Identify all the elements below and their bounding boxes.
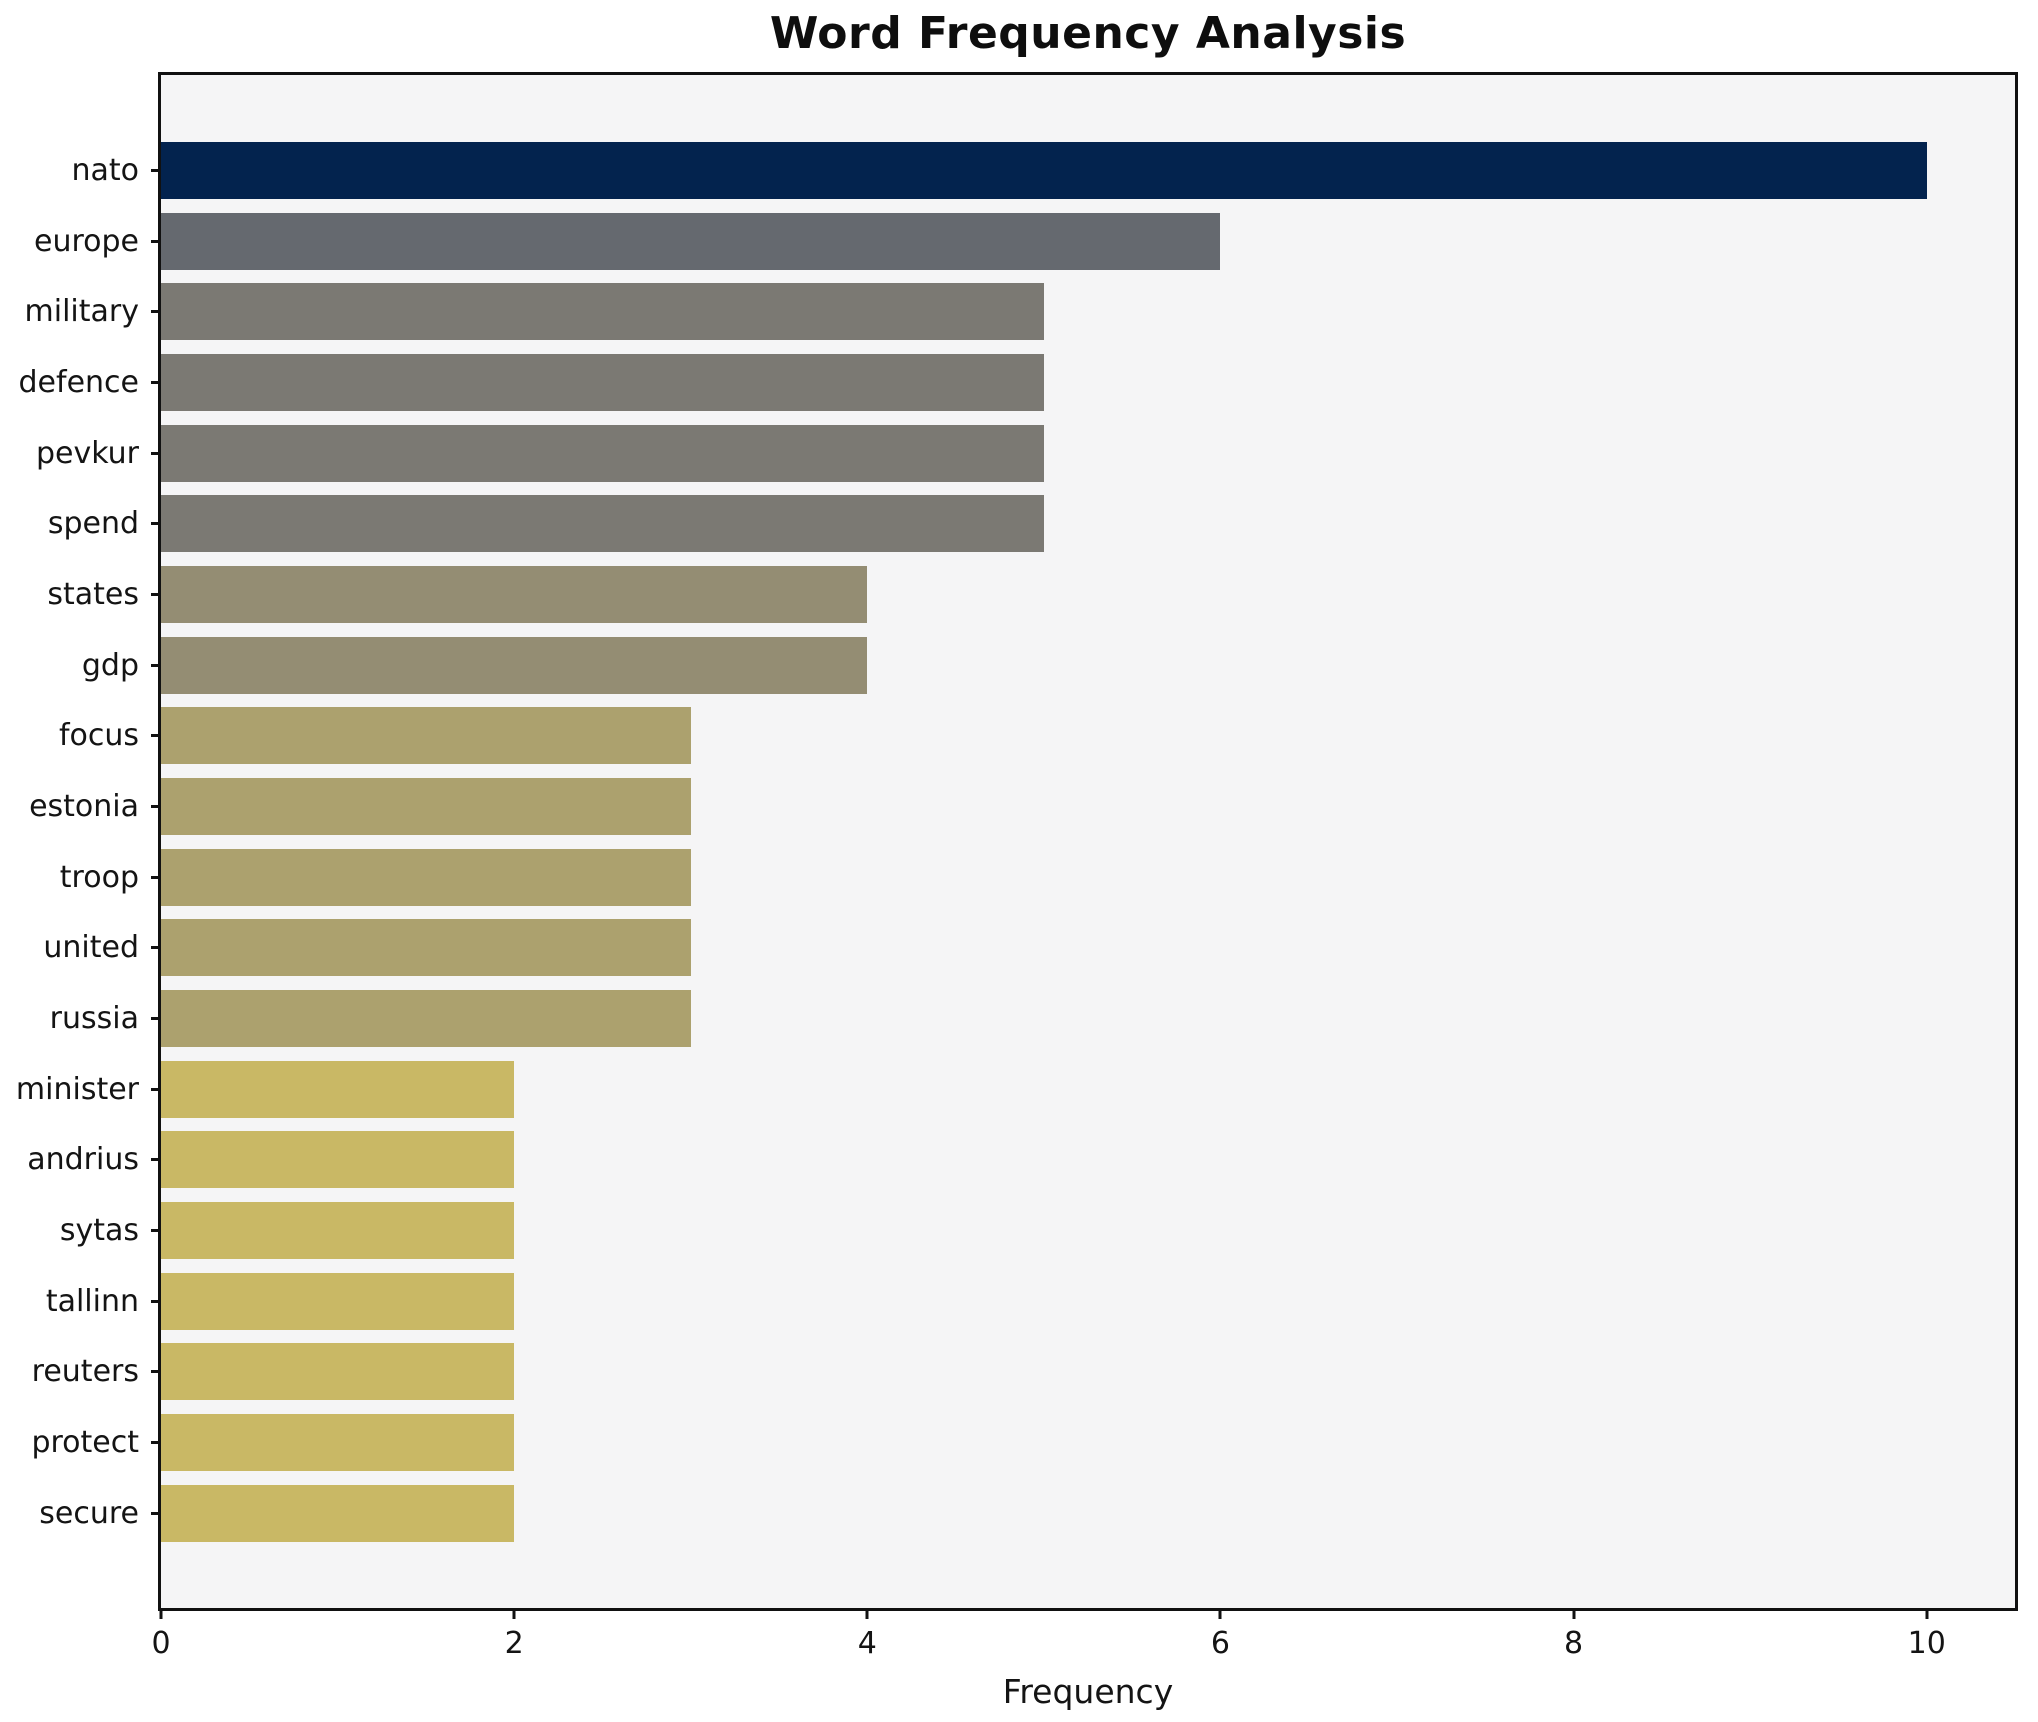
x-tick-mark bbox=[159, 1608, 163, 1619]
y-tick-label: andrius bbox=[27, 1142, 139, 1178]
x-tick-mark bbox=[1218, 1608, 1222, 1619]
y-tick-mark bbox=[151, 1016, 161, 1020]
x-tick-label: 6 bbox=[1210, 1626, 1230, 1661]
bar-reuters bbox=[161, 1343, 515, 1401]
bar-secure bbox=[161, 1484, 515, 1542]
y-tick-label: spend bbox=[47, 506, 139, 542]
bar-military bbox=[161, 283, 1044, 341]
y-tick-mark bbox=[151, 875, 161, 879]
x-tick-mark bbox=[1925, 1608, 1929, 1619]
bar-troop bbox=[161, 848, 691, 906]
bar-row: russia bbox=[50, 983, 2015, 1054]
x-tick-label: 0 bbox=[151, 1626, 171, 1661]
y-tick-mark bbox=[151, 451, 161, 455]
y-tick-label: minister bbox=[15, 1071, 139, 1107]
y-tick-mark bbox=[151, 522, 161, 526]
y-tick-label: states bbox=[47, 576, 139, 612]
y-tick-label: estonia bbox=[29, 788, 139, 824]
x-tick-mark bbox=[865, 1608, 869, 1619]
bar-estonia bbox=[161, 777, 691, 835]
y-tick-mark bbox=[151, 592, 161, 596]
y-tick-label: secure bbox=[39, 1495, 139, 1531]
bar-row: sytas bbox=[60, 1195, 2015, 1266]
y-tick-mark bbox=[151, 380, 161, 384]
y-tick-mark bbox=[151, 1087, 161, 1091]
bar-row: nato bbox=[71, 135, 2015, 206]
y-tick-label: reuters bbox=[31, 1354, 139, 1390]
bar-nato bbox=[161, 141, 1927, 199]
y-tick-mark bbox=[151, 168, 161, 172]
y-tick-mark bbox=[151, 804, 161, 808]
y-tick-label: nato bbox=[71, 152, 139, 188]
bar-row: secure bbox=[39, 1478, 2015, 1549]
y-tick-mark bbox=[151, 1228, 161, 1232]
bar-gdp bbox=[161, 636, 868, 694]
bar-minister bbox=[161, 1060, 515, 1118]
y-tick-mark bbox=[151, 310, 161, 314]
bar-pevkur bbox=[161, 424, 1044, 482]
bar-defence bbox=[161, 353, 1044, 411]
bar-row: military bbox=[25, 277, 2015, 348]
y-tick-mark bbox=[151, 1440, 161, 1444]
bar-rows-container: nato europe military defence pevkur spend stat… bbox=[16, 75, 2015, 1608]
bar-row: states bbox=[47, 559, 2015, 630]
x-tick-mark bbox=[512, 1608, 516, 1619]
y-tick-mark bbox=[151, 663, 161, 667]
y-tick-label: troop bbox=[59, 859, 139, 895]
y-tick-label: gdp bbox=[81, 647, 139, 683]
y-tick-label: defence bbox=[18, 364, 139, 400]
y-tick-label: sytas bbox=[59, 1212, 139, 1248]
x-tick-label: 8 bbox=[1564, 1626, 1584, 1661]
y-tick-mark bbox=[151, 946, 161, 950]
bar-row: reuters bbox=[32, 1336, 2015, 1407]
y-tick-label: protect bbox=[31, 1424, 139, 1460]
bar-row: spend bbox=[48, 489, 2015, 560]
bar-row: minister bbox=[16, 1054, 2015, 1125]
bar-row: pevkur bbox=[36, 418, 2015, 489]
bar-states bbox=[161, 565, 868, 623]
x-axis-label: Frequency bbox=[1002, 1672, 1174, 1711]
bar-andrius bbox=[161, 1131, 515, 1189]
bar-row: focus bbox=[59, 700, 2015, 771]
bar-europe bbox=[161, 212, 1221, 270]
y-tick-label: focus bbox=[58, 718, 139, 754]
bar-protect bbox=[161, 1413, 515, 1471]
bar-sytas bbox=[161, 1201, 515, 1259]
y-tick-label: europe bbox=[34, 223, 139, 259]
y-tick-mark bbox=[151, 734, 161, 738]
bar-row: united bbox=[43, 912, 2015, 983]
bar-spend bbox=[161, 495, 1044, 553]
bar-row: troop bbox=[60, 842, 2015, 913]
bar-row: andrius bbox=[27, 1124, 2015, 1195]
y-tick-label: united bbox=[43, 930, 139, 966]
y-tick-label: russia bbox=[49, 1000, 139, 1036]
bar-row: europe bbox=[34, 206, 2015, 277]
bar-row: defence bbox=[19, 347, 2015, 418]
chart-title: Word Frequency Analysis bbox=[769, 8, 1407, 59]
x-tick-mark bbox=[1572, 1608, 1576, 1619]
y-tick-mark bbox=[151, 1511, 161, 1515]
y-tick-mark bbox=[151, 1370, 161, 1374]
y-tick-mark bbox=[151, 239, 161, 243]
bar-row: estonia bbox=[29, 771, 2015, 842]
y-tick-mark bbox=[151, 1299, 161, 1303]
x-tick-label: 4 bbox=[857, 1626, 877, 1661]
bar-united bbox=[161, 919, 691, 977]
y-tick-label: pevkur bbox=[35, 435, 139, 471]
x-tick-label: 10 bbox=[1907, 1626, 1946, 1661]
y-tick-label: tallinn bbox=[45, 1283, 139, 1319]
bar-focus bbox=[161, 707, 691, 765]
bar-russia bbox=[161, 989, 691, 1047]
plot-area: nato europe military defence pevkur spend stat… bbox=[16, 72, 2018, 1661]
bar-row: tallinn bbox=[46, 1266, 2015, 1337]
bar-tallinn bbox=[161, 1272, 515, 1330]
y-tick-mark bbox=[151, 1158, 161, 1162]
bar-row: protect bbox=[31, 1407, 2015, 1478]
bar-row: gdp bbox=[82, 630, 2015, 701]
x-tick-label: 2 bbox=[504, 1626, 524, 1661]
y-tick-label: military bbox=[24, 294, 139, 330]
